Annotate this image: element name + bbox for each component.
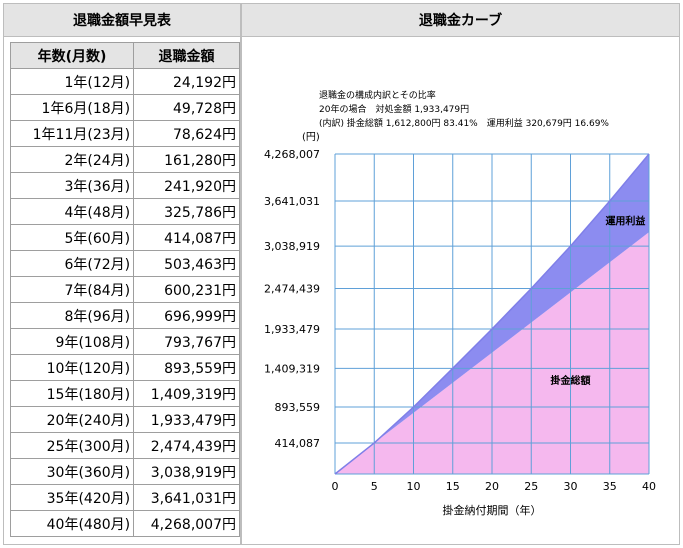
table-row: 35年(420月) 3,641,031円	[9, 484, 240, 511]
y-tick-label: 893,559	[275, 401, 321, 414]
column-header-years: 年数(月数)	[9, 42, 135, 69]
years-cell: 1年6月(18月)	[9, 94, 135, 121]
table-row: 20年(240月) 1,933,479円	[9, 406, 240, 433]
years-cell: 1年(12月)	[9, 68, 135, 95]
table-row: 15年(180月) 1,409,319円	[9, 380, 240, 407]
years-cell: 35年(420月)	[9, 484, 135, 511]
area-label: 掛金総額	[551, 374, 591, 387]
amount-cell: 1,409,319円	[133, 380, 240, 407]
x-tick-label: 5	[371, 480, 378, 493]
table-header-row: 年数(月数) 退職金額	[9, 42, 240, 69]
amount-cell: 696,999円	[133, 302, 240, 329]
table-row: 3年(36月) 241,920円	[9, 172, 240, 199]
y-axis-unit: (円)	[302, 132, 320, 143]
area-label: 運用利益	[605, 214, 645, 227]
years-cell: 15年(180月)	[9, 380, 135, 407]
years-cell: 9年(108月)	[9, 328, 135, 355]
x-tick-label: 0	[332, 480, 339, 493]
amount-cell: 503,463円	[133, 250, 240, 277]
amount-cell: 49,728円	[133, 94, 240, 121]
table-row: 5年(60月) 414,087円	[9, 224, 240, 251]
amount-cell: 24,192円	[133, 68, 240, 95]
series-line-total	[334, 153, 650, 475]
years-cell: 4年(48月)	[9, 198, 135, 225]
table-panel: 退職金額早見表 年数(月数) 退職金額 1年(12月) 24,192円 1年6月(1…	[3, 3, 241, 545]
years-cell: 2年(24月)	[9, 146, 135, 173]
table-row: 9年(108月) 793,767円	[9, 328, 240, 355]
amount-cell: 1,933,479円	[133, 406, 240, 433]
amount-cell: 2,474,439円	[133, 432, 240, 459]
table-row: 4年(48月) 325,786円	[9, 198, 240, 225]
y-tick-label: 4,268,007	[264, 148, 320, 161]
years-cell: 20年(240月)	[9, 406, 135, 433]
years-cell: 6年(72月)	[9, 250, 135, 277]
table-row: 1年(12月) 24,192円	[9, 68, 240, 95]
amount-cell: 600,231円	[133, 276, 240, 303]
table-row: 10年(120月) 893,559円	[9, 354, 240, 381]
retirement-curve-chart: 0 5 10 15 20 25 30 35 40 414,087 893,559 1,409,319 1…	[264, 89, 656, 517]
table-row: 6年(72月) 503,463円	[9, 250, 240, 277]
amount-cell: 78,624円	[133, 120, 240, 147]
amount-cell: 241,920円	[133, 172, 240, 199]
chart-panel: 退職金カーブ 0 5 10 15 20 25 30 35 40 414,087 893,559 1,4…	[241, 3, 680, 545]
years-cell: 5年(60月)	[9, 224, 135, 251]
years-cell: 30年(360月)	[9, 458, 135, 485]
y-tick-label: 1,409,319	[264, 362, 320, 375]
amount-cell: 414,087円	[133, 224, 240, 251]
y-tick-label: 414,087	[275, 437, 321, 450]
y-tick-label: 3,641,031	[264, 195, 320, 208]
amount-cell: 161,280円	[133, 146, 240, 173]
table-row: 7年(84月) 600,231円	[9, 276, 240, 303]
x-tick-label: 35	[603, 480, 617, 493]
years-cell: 8年(96月)	[9, 302, 135, 329]
column-header-amount: 退職金額	[133, 42, 240, 69]
amount-cell: 3,641,031円	[133, 484, 240, 511]
table-panel-title: 退職金額早見表	[4, 4, 240, 37]
x-tick-label: 20	[485, 480, 499, 493]
amount-cell: 3,038,919円	[133, 458, 240, 485]
years-cell: 7年(84月)	[9, 276, 135, 303]
years-cell: 1年11月(23月)	[9, 120, 135, 147]
x-axis-title: 掛金納付期間（年）	[443, 503, 542, 517]
x-tick-label: 10	[407, 480, 421, 493]
table-row: 8年(96月) 696,999円	[9, 302, 240, 329]
years-cell: 10年(120月)	[9, 354, 135, 381]
table-row: 30年(360月) 3,038,919円	[9, 458, 240, 485]
table-row: 25年(300月) 2,474,439円	[9, 432, 240, 459]
table-row: 40年(480月) 4,268,007円	[9, 510, 240, 537]
amount-cell: 793,767円	[133, 328, 240, 355]
x-tick-label: 30	[564, 480, 578, 493]
table-row: 2年(24月) 161,280円	[9, 146, 240, 173]
amount-cell: 325,786円	[133, 198, 240, 225]
annotation-note: 退職金の構成内訳とその比率	[319, 89, 436, 101]
x-tick-label: 25	[524, 480, 538, 493]
years-cell: 3年(36月)	[9, 172, 135, 199]
x-tick-label: 40	[642, 480, 656, 493]
annotation-note: (内訳) 掛金総額 1,612,800円 83.41% 運用利益 320,679…	[319, 117, 609, 129]
retirement-amount-table: 年数(月数) 退職金額 1年(12月) 24,192円 1年6月(18月) 49,72…	[9, 42, 240, 537]
y-tick-label: 1,933,479	[264, 323, 320, 336]
x-tick-label: 15	[446, 480, 460, 493]
chart-panel-title: 退職金カーブ	[242, 4, 679, 37]
years-cell: 25年(300月)	[9, 432, 135, 459]
amount-cell: 4,268,007円	[133, 510, 240, 537]
amount-cell: 893,559円	[133, 354, 240, 381]
y-tick-label: 2,474,439	[264, 282, 320, 295]
annotation-note: 20年の場合 対処金額 1,933,479円	[319, 103, 469, 115]
y-tick-label: 3,038,919	[264, 240, 320, 253]
years-cell: 40年(480月)	[9, 510, 135, 537]
table-row: 1年11月(23月) 78,624円	[9, 120, 240, 147]
table-row: 1年6月(18月) 49,728円	[9, 94, 240, 121]
